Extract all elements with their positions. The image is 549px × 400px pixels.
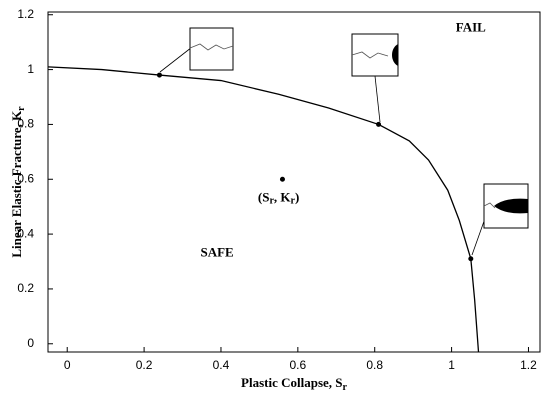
x-tick-label: 0.2 [136, 358, 153, 372]
y-tick-label: 0.8 [17, 117, 34, 131]
y-tick-label: 0 [27, 336, 34, 350]
y-tick-label: 0.6 [17, 171, 34, 185]
point [376, 121, 382, 127]
x-axis-label: Plastic Collapse, Sr [241, 375, 347, 393]
y-tick-label: 0.4 [17, 226, 34, 240]
x-tick-label: 0.4 [213, 358, 230, 372]
y-tick-label: 1.2 [17, 7, 34, 21]
x-tick-label: 0 [64, 358, 71, 372]
y-axis-label-text: Linear Elastic Fracture, K [9, 110, 24, 258]
x-axis-label-text: Plastic Collapse, S [241, 375, 342, 390]
annotation-part: r [269, 196, 274, 207]
x-tick-label: 0.8 [366, 358, 383, 372]
point [468, 256, 474, 262]
annotation-part: r [291, 196, 296, 207]
x-axis-label-sub: r [343, 382, 348, 393]
y-tick-label: 0.2 [17, 281, 34, 295]
curve [47, 66, 480, 353]
annotation: FAIL [456, 19, 486, 34]
annotation: (Sr, Kr) [258, 189, 299, 206]
point [279, 176, 285, 182]
x-tick-label: 1 [448, 358, 455, 372]
point [156, 72, 162, 78]
y-tick-label: 1 [27, 62, 34, 76]
annotation-part: , K [274, 189, 292, 204]
x-tick-label: 0.6 [290, 358, 307, 372]
plot-frame [47, 11, 541, 353]
annotation-part: ) [295, 189, 299, 204]
y-axis-label-sub: r [16, 106, 27, 111]
x-tick-label: 1.2 [520, 358, 537, 372]
y-axis-label: Linear Elastic Fracture, Kr [9, 106, 27, 258]
annotation: SAFE [201, 244, 234, 259]
crack-icon [351, 33, 399, 123]
crack-icon [471, 183, 529, 256]
crack-icon [159, 27, 234, 73]
annotation-part: (S [258, 189, 270, 204]
